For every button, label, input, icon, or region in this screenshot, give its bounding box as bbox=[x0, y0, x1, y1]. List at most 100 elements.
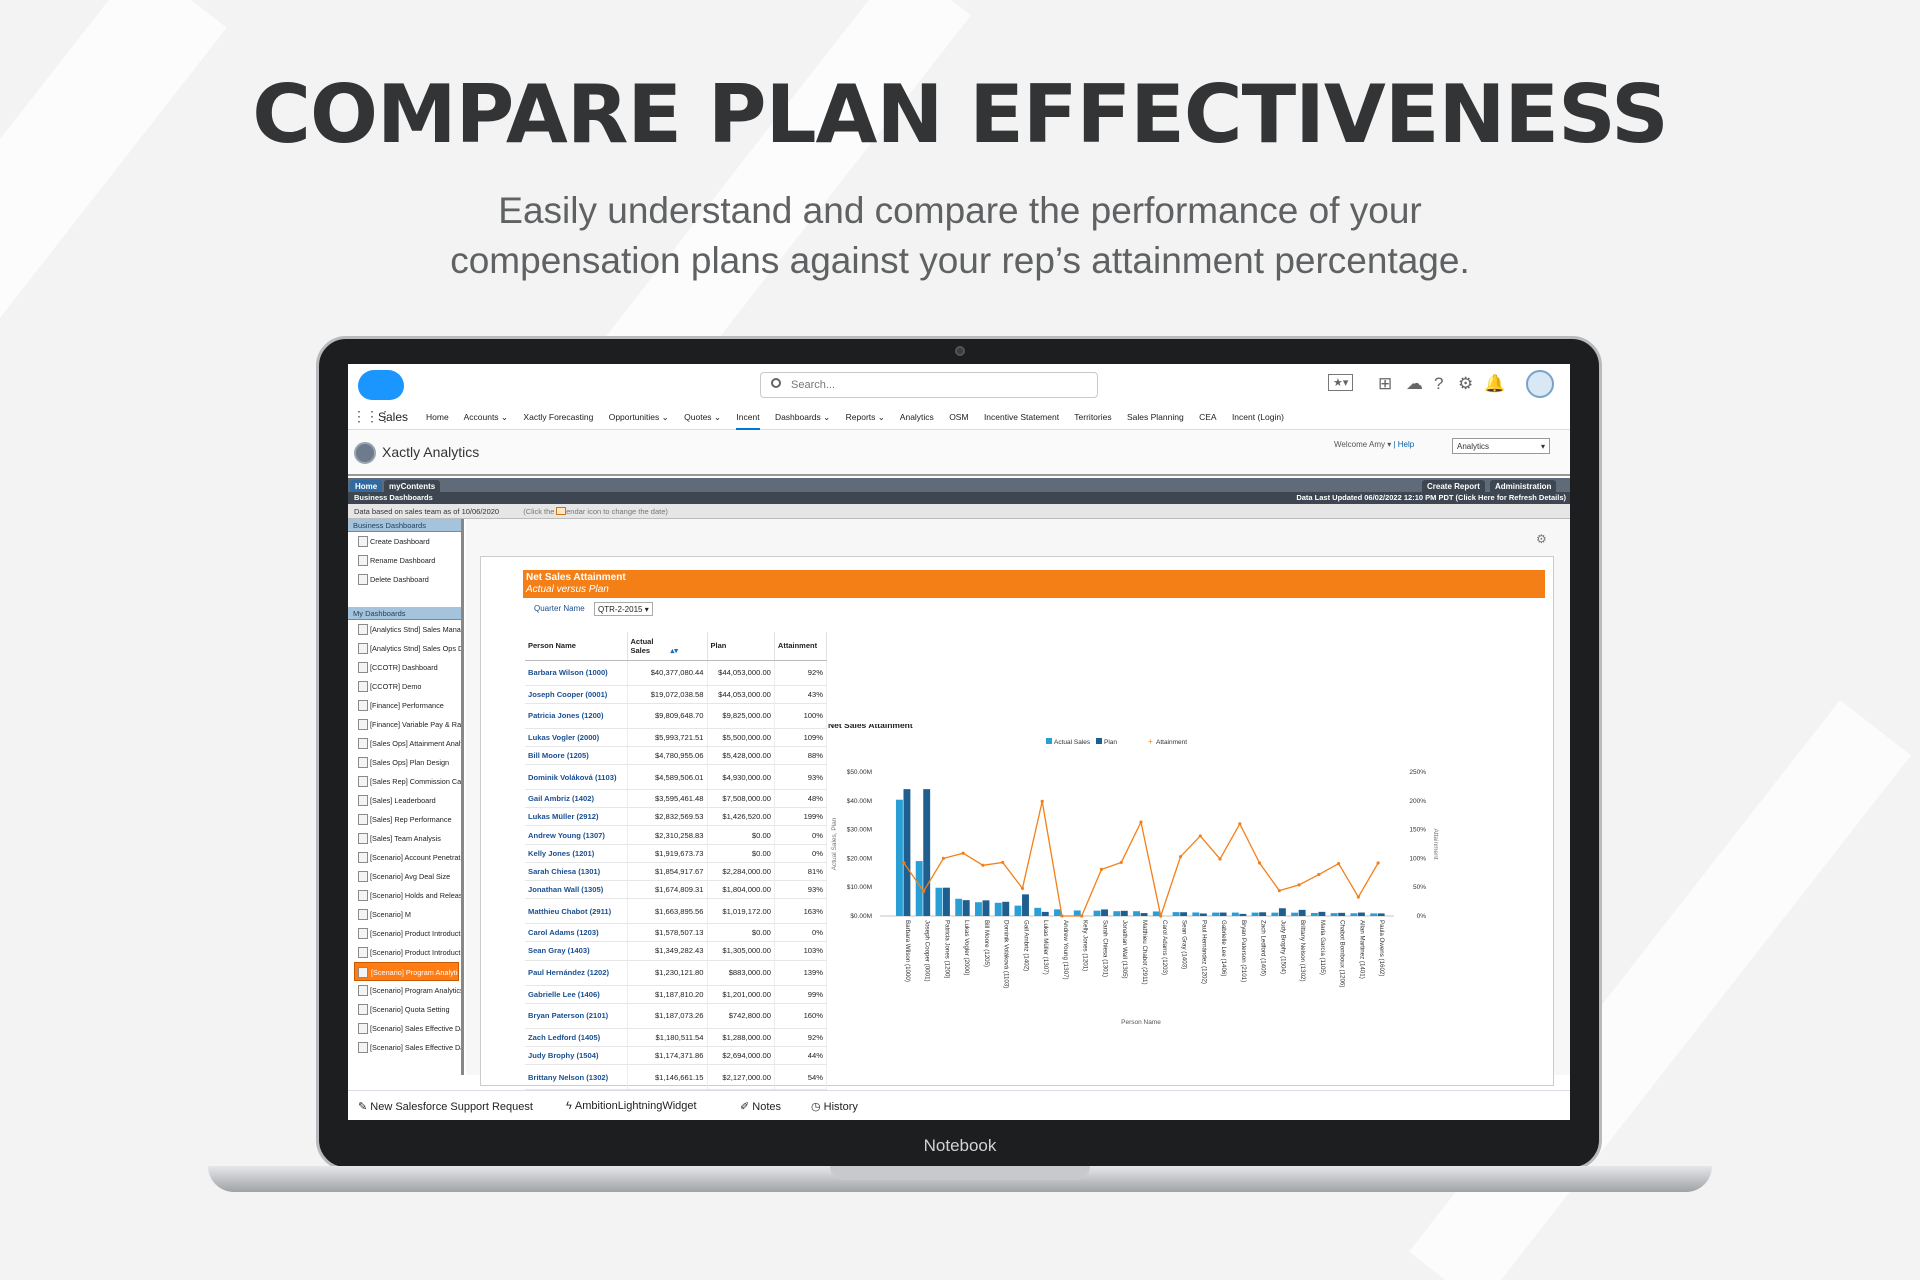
person-name-link[interactable]: Carol Adams (1203) bbox=[525, 923, 628, 943]
welcome-menu[interactable]: Welcome Amy ▾ | Help bbox=[1334, 440, 1415, 449]
person-name-link[interactable]: Kelly Jones (1201) bbox=[525, 844, 628, 863]
data-updated-link[interactable]: Data Last Updated 06/02/2022 12:10 PM PD… bbox=[1296, 493, 1566, 502]
sidebar-dashboard-item[interactable]: [Scenario] M bbox=[348, 905, 461, 924]
column-header-person[interactable]: Person Name bbox=[525, 632, 628, 661]
sidebar-dashboard-item[interactable]: [Sales Rep] Commission Calc bbox=[348, 772, 461, 791]
global-search-input[interactable]: Search... bbox=[760, 372, 1098, 398]
person-name-link[interactable]: Zach Ledford (1405) bbox=[525, 1028, 628, 1047]
user-avatar[interactable] bbox=[1526, 370, 1554, 398]
person-name-link[interactable]: Sarah Chiesa (1301) bbox=[525, 862, 628, 882]
nav-item-dashboards[interactable]: Dashboards ⌄ bbox=[774, 412, 831, 422]
sidebar-dashboard-item[interactable]: [Sales Ops] Plan Design bbox=[348, 753, 461, 772]
person-name-link[interactable]: Patricia Jones (1200) bbox=[525, 703, 628, 729]
tab-home[interactable]: Home bbox=[350, 480, 383, 492]
sidebar-dashboard-item[interactable]: [Scenario] Holds and Release bbox=[348, 886, 461, 905]
utility-ambition-widget[interactable]: ϟ AmbitionLightningWidget bbox=[566, 1100, 697, 1112]
calendar-icon[interactable] bbox=[556, 507, 566, 515]
person-name-link[interactable]: Gail Ambriz (1402) bbox=[525, 789, 628, 809]
sidebar-dashboard-item[interactable]: [Scenario] Product Introducti bbox=[348, 943, 461, 962]
sidebar-dashboard-item[interactable]: [Scenario] Product Introducti bbox=[348, 924, 461, 943]
x-tick-label: Gabrielle Lee (1406) bbox=[1220, 920, 1227, 976]
sidebar-dashboard-item[interactable]: [Scenario] Avg Deal Size bbox=[348, 867, 461, 886]
nav-item-accounts[interactable]: Accounts ⌄ bbox=[463, 412, 509, 422]
person-name-link[interactable]: Matthieu Chabot (2911) bbox=[525, 898, 628, 925]
x-tick-label: Patricia Jones (1200) bbox=[943, 920, 950, 978]
chart-bar bbox=[1291, 912, 1299, 916]
sidebar-dashboard-item[interactable]: [Scenario] Sales Effective Dat bbox=[348, 1019, 461, 1038]
column-header-actual[interactable]: Actual Sales ▴▾ bbox=[627, 632, 708, 661]
nav-item-xactly-forecasting[interactable]: Xactly Forecasting bbox=[523, 412, 594, 422]
person-name-link[interactable]: Jonathan Wall (1305) bbox=[525, 880, 628, 900]
add-icon[interactable]: ⊞ bbox=[1378, 374, 1393, 393]
legend-swatch: + bbox=[1148, 737, 1153, 746]
nav-item-incent[interactable]: Incent bbox=[736, 412, 760, 430]
table-row: Carol Adams (1203) $1,578,507.13 $0.00 0% bbox=[525, 923, 828, 943]
column-header-attainment[interactable]: Attainment bbox=[774, 632, 828, 661]
rename-dashboard-link[interactable]: Rename Dashboard bbox=[348, 551, 461, 570]
app-launcher-icon[interactable]: ⋮⋮⋮ bbox=[352, 408, 392, 424]
app-select[interactable]: Analytics ▾ bbox=[1452, 438, 1550, 454]
utility-new-support-request[interactable]: ✎ New Salesforce Support Request bbox=[358, 1100, 533, 1113]
person-name-link[interactable]: Barbara Wilson (1000) bbox=[525, 660, 628, 686]
person-name-link[interactable]: Bryan Paterson (2101) bbox=[525, 1003, 628, 1029]
quarter-select[interactable]: QTR-2-2015 ▾ bbox=[594, 602, 653, 616]
favorites-icon[interactable]: ★▾ bbox=[1328, 374, 1354, 391]
help-link[interactable]: | Help bbox=[1393, 440, 1415, 449]
person-name-link[interactable]: Sean Gray (1403) bbox=[525, 941, 628, 961]
utility-history[interactable]: ◷ History bbox=[811, 1100, 858, 1113]
setup-gear-icon[interactable]: ⚙ bbox=[1458, 374, 1474, 393]
person-name-link[interactable]: Bill Moore (1205) bbox=[525, 746, 628, 766]
utility-notes[interactable]: ✐ Notes bbox=[740, 1100, 781, 1113]
sidebar-dashboard-item[interactable]: [Sales Ops] Attainment Analy bbox=[348, 734, 461, 753]
nav-item-reports[interactable]: Reports ⌄ bbox=[845, 412, 885, 422]
nav-item-cea[interactable]: CEA bbox=[1199, 412, 1217, 422]
delete-dashboard-link[interactable]: Delete Dashboard bbox=[348, 570, 461, 589]
sidebar-dashboard-item[interactable]: [Sales] Leaderboard bbox=[348, 791, 461, 810]
administration-button[interactable]: Administration bbox=[1490, 480, 1557, 492]
create-dashboard-link[interactable]: Create Dashboard bbox=[348, 532, 461, 551]
sidebar-dashboard-item[interactable]: [Scenario] Account Penetrati bbox=[348, 848, 461, 867]
nav-item-incent-login[interactable]: Incent (Login) bbox=[1231, 412, 1284, 422]
sidebar-dashboard-item[interactable]: [CCOTR] Demo bbox=[348, 677, 461, 696]
person-name-link[interactable]: Dominik Voláková (1103) bbox=[525, 764, 628, 791]
sidebar-dashboard-item[interactable]: [Scenario] Program Analytics bbox=[348, 981, 461, 1000]
sidebar-dashboard-item[interactable]: [Finance] Variable Pay & Rate bbox=[348, 715, 461, 734]
attainment-point bbox=[922, 889, 926, 893]
notifications-bell-icon[interactable]: 🔔 bbox=[1484, 374, 1506, 393]
nav-item-home[interactable]: Home bbox=[426, 412, 449, 422]
person-name-link[interactable]: Gabrielle Lee (1406) bbox=[525, 985, 628, 1004]
column-header-plan[interactable]: Plan bbox=[707, 632, 775, 661]
nav-item-analytics[interactable]: Analytics bbox=[899, 412, 934, 422]
nav-item-quotes[interactable]: Quotes ⌄ bbox=[684, 412, 722, 422]
sidebar-dashboard-item[interactable]: [Scenario] Sales Effective Dat bbox=[348, 1038, 461, 1057]
settings-gear-icon[interactable]: ⚙ bbox=[1536, 532, 1547, 546]
nav-item-sales-planning[interactable]: Sales Planning bbox=[1126, 412, 1184, 422]
nav-item-territories[interactable]: Territories bbox=[1074, 412, 1112, 422]
person-name-link[interactable]: Lukas Müller (2912) bbox=[525, 807, 628, 827]
sidebar-dashboard-item[interactable]: [Analytics Stnd] Sales Manag bbox=[348, 620, 461, 639]
trailhead-icon[interactable]: ☁ bbox=[1406, 374, 1423, 393]
sidebar-dashboard-item[interactable]: [Finance] Performance bbox=[348, 696, 461, 715]
attainment-point bbox=[981, 863, 985, 867]
person-name-link[interactable]: Lukas Vogler (2000) bbox=[525, 728, 628, 747]
sort-icon[interactable]: ▴▾ bbox=[670, 645, 679, 655]
sidebar-dashboard-item[interactable]: [CCOTR] Dashboard bbox=[348, 658, 461, 677]
person-name-link[interactable]: Judy Brophy (1504) bbox=[525, 1046, 628, 1066]
nav-item-incentive-statement[interactable]: Incentive Statement bbox=[983, 412, 1060, 422]
sidebar-dashboard-item[interactable]: [Scenario] Quota Setting bbox=[348, 1000, 461, 1019]
person-name-link[interactable]: Joseph Cooper (0001) bbox=[525, 685, 628, 704]
sidebar-dashboard-item[interactable]: [Analytics Stnd] Sales Ops Da bbox=[348, 639, 461, 658]
person-name-link[interactable]: Brittany Nelson (1302) bbox=[525, 1064, 628, 1091]
help-icon[interactable]: ? bbox=[1434, 374, 1444, 393]
sidebar-dashboard-item[interactable]: [Sales] Rep Performance bbox=[348, 810, 461, 829]
sidebar-dashboard-item[interactable]: [Scenario] Program Analytics bbox=[354, 962, 459, 981]
tab-mycontents[interactable]: myContents bbox=[384, 480, 441, 492]
nav-item-osm[interactable]: OSM bbox=[949, 412, 969, 422]
table-cell: $1,201,000.00 bbox=[707, 985, 775, 1004]
salesforce-logo[interactable] bbox=[358, 370, 404, 400]
create-report-button[interactable]: Create Report bbox=[1422, 480, 1485, 492]
nav-item-opportunities[interactable]: Opportunities ⌄ bbox=[608, 412, 669, 422]
sidebar-dashboard-item[interactable]: [Sales] Team Analysis bbox=[348, 829, 461, 848]
person-name-link[interactable]: Paul Hernández (1202) bbox=[525, 960, 628, 986]
person-name-link[interactable]: Andrew Young (1307) bbox=[525, 825, 628, 845]
